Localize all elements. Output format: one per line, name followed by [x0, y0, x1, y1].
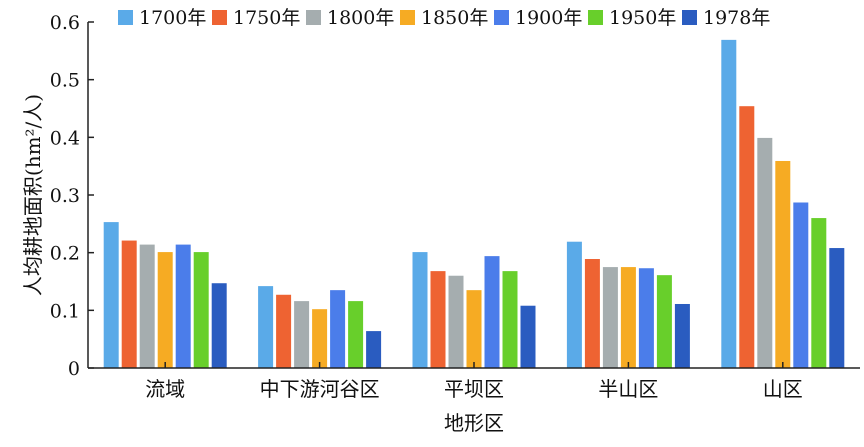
bar [466, 290, 482, 368]
bar [258, 286, 274, 368]
bar [348, 301, 364, 368]
bar [656, 275, 672, 368]
legend-label: 1978年 [703, 7, 770, 29]
bar [330, 290, 346, 368]
bar [674, 303, 690, 368]
x-axis-title: 地形区 [444, 411, 504, 435]
legend-swatch [494, 10, 509, 25]
y-axis-title: 人均耕地面积(hm²/人) [21, 94, 45, 296]
legend-swatch [400, 10, 415, 25]
bar [602, 267, 618, 368]
bar [757, 137, 773, 368]
bar [157, 252, 173, 368]
bar [412, 252, 428, 368]
bar [811, 218, 827, 368]
bar [502, 271, 518, 368]
bar [775, 160, 791, 368]
bar [520, 305, 536, 368]
y-tick-label: 0 [68, 358, 80, 380]
bars-group [103, 39, 845, 369]
x-category-label: 流域 [145, 377, 185, 401]
x-category-label: 中下游河谷区 [260, 377, 380, 401]
bar [739, 106, 755, 369]
legend-label: 1750年 [233, 7, 300, 29]
bar [721, 39, 737, 368]
bar [139, 244, 155, 368]
x-categories-group: 流域 中下游河谷区 平坝区 半山区 山区 [145, 362, 803, 401]
y-ticks-group: 0 0.1 0.2 0.3 0.4 0.5 0.6 [50, 12, 94, 380]
legend-swatch [588, 10, 603, 25]
x-category-label: 半山区 [598, 377, 658, 401]
bar [430, 271, 446, 368]
y-tick-label: 0.5 [50, 70, 80, 92]
bar [793, 202, 809, 368]
legend-label: 1800年 [327, 7, 394, 29]
bar [484, 256, 500, 368]
bar [829, 248, 845, 368]
x-category-label: 平坝区 [444, 377, 504, 401]
bar [312, 309, 328, 368]
bar [448, 275, 464, 368]
legend-swatch [212, 10, 227, 25]
bar [584, 259, 600, 368]
legend-label: 1700年 [139, 7, 206, 29]
bar [211, 283, 227, 368]
x-category-label: 山区 [763, 377, 803, 401]
legend-swatch [682, 10, 697, 25]
y-tick-label: 0.4 [50, 127, 80, 149]
legend-label: 1850年 [421, 7, 488, 29]
y-tick-label: 0.2 [50, 243, 80, 265]
bar [566, 241, 582, 368]
legend-label: 1900年 [515, 7, 582, 29]
legend-label: 1950年 [609, 7, 676, 29]
bar [175, 244, 191, 368]
y-tick-label: 0.1 [50, 300, 80, 322]
y-tick-label: 0.6 [50, 12, 80, 34]
bar [620, 267, 636, 368]
legend-swatch [118, 10, 133, 25]
bar [193, 252, 209, 368]
bar [638, 268, 654, 368]
bar [366, 331, 382, 368]
legend-swatch [306, 10, 321, 25]
bar [103, 222, 119, 368]
bar [294, 301, 310, 368]
y-tick-label: 0.3 [50, 185, 80, 207]
legend: 1700年 1750年 1800年 1850年 1900年 1950年 1978年 [118, 7, 770, 29]
bar [121, 240, 137, 368]
bar [276, 294, 292, 368]
